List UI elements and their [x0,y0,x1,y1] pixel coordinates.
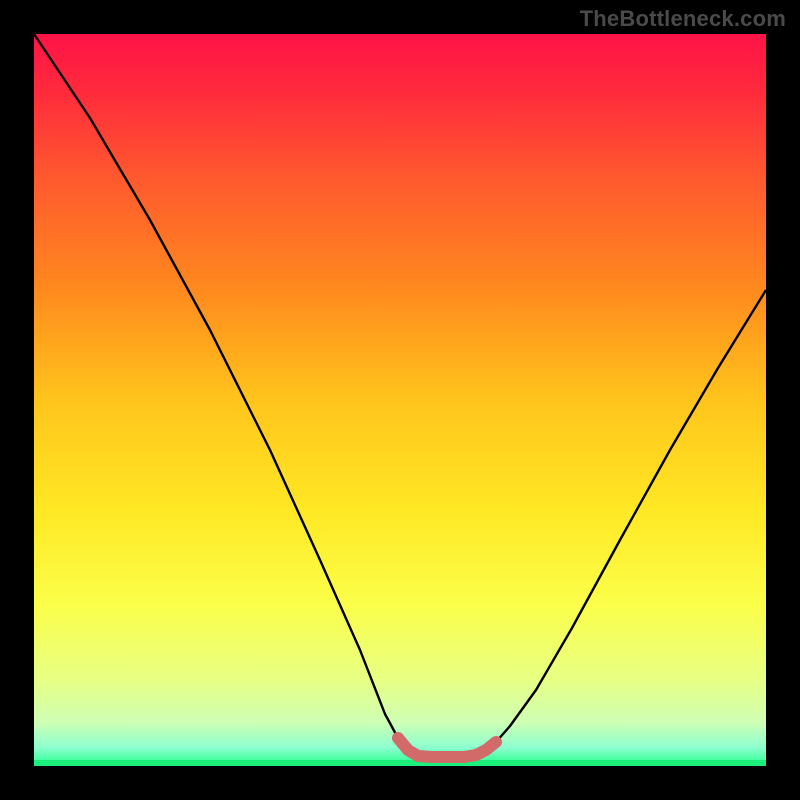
plot-background [34,34,766,766]
watermark-text: TheBottleneck.com [580,6,786,32]
bottom-green-band [34,760,766,766]
bottleneck-chart [0,0,800,800]
chart-container: TheBottleneck.com [0,0,800,800]
